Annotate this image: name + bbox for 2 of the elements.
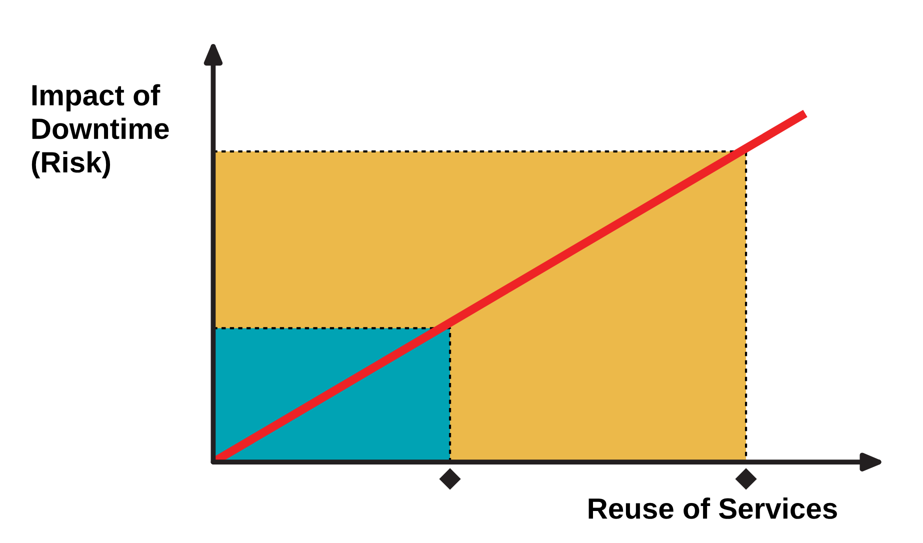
y-axis-title: Impact of Downtime (Risk) [32,84,169,178]
x-axis-title: Reuse of Services [588,498,837,519]
